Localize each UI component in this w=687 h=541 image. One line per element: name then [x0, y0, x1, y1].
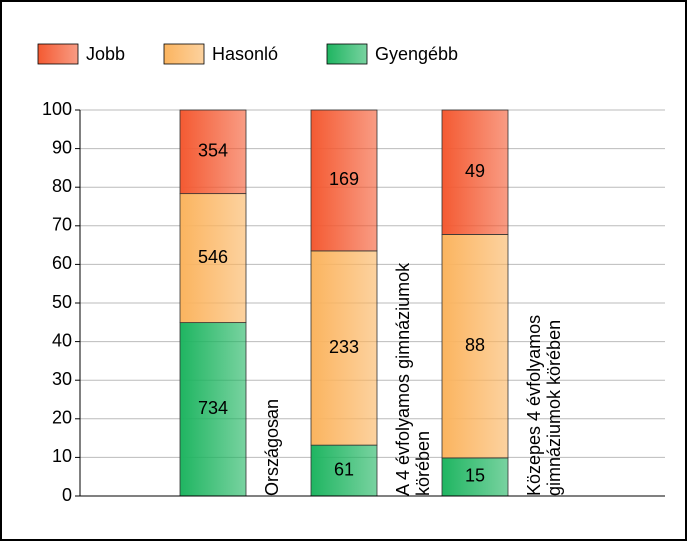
y-tick-label: 80 — [52, 176, 72, 196]
data-label: 734 — [198, 398, 228, 418]
bar-segment — [441, 234, 509, 459]
y-tick-label: 60 — [52, 253, 72, 273]
y-tick-label: 10 — [52, 446, 72, 466]
y-tick-label: 0 — [62, 485, 72, 505]
bar-segment — [310, 250, 378, 446]
data-label: 88 — [465, 335, 485, 355]
data-label: 546 — [198, 247, 228, 267]
y-tick-label: 50 — [52, 292, 72, 312]
y-tick-label: 30 — [52, 369, 72, 389]
y-tick-label: 100 — [42, 99, 72, 119]
x-tick-label: Országosan — [262, 398, 282, 496]
legend-swatch — [37, 43, 79, 65]
data-label: 49 — [465, 161, 485, 181]
bar-segment — [441, 457, 509, 497]
legend-label: Hasonló — [212, 44, 278, 64]
data-label: 354 — [198, 141, 228, 161]
y-tick-label: 40 — [52, 330, 72, 350]
x-tick-label: A 4 évfolyamos gimnáziumok körében — [393, 262, 433, 496]
y-tick-label: 70 — [52, 215, 72, 235]
y-tick-label: 90 — [52, 137, 72, 157]
data-label: 15 — [465, 466, 485, 486]
bar-segment — [310, 444, 378, 497]
data-label: 169 — [329, 169, 359, 189]
legend-swatch — [326, 43, 368, 65]
bar-segment — [179, 322, 247, 497]
x-tick-label: Közepes 4 évfolyamos gimnáziumok körében — [524, 314, 564, 496]
legend-label: Jobb — [86, 44, 125, 64]
bar-segment — [310, 109, 378, 252]
y-tick-label: 20 — [52, 408, 72, 428]
bar-segment — [441, 109, 509, 235]
legend-label: Gyengébb — [375, 44, 458, 64]
data-label: 233 — [329, 337, 359, 357]
legend-swatch — [163, 43, 205, 65]
data-label: 61 — [334, 459, 354, 479]
bar-segment — [179, 109, 247, 195]
bar-segment — [179, 193, 247, 324]
